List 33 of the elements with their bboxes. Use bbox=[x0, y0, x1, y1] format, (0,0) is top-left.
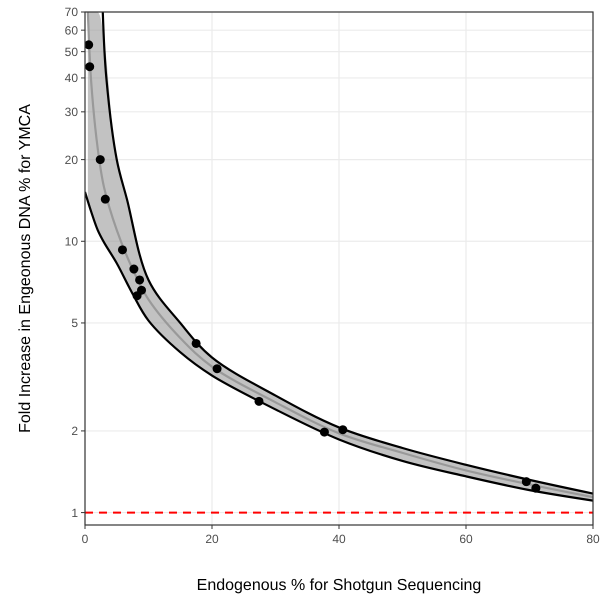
point bbox=[338, 425, 348, 434]
point bbox=[85, 40, 94, 50]
y-tick-label: 70 bbox=[64, 5, 78, 20]
y-tick-label: 60 bbox=[64, 23, 78, 38]
line-series bbox=[85, 190, 593, 502]
point bbox=[85, 62, 94, 72]
point bbox=[100, 194, 110, 204]
x-tick-label: 60 bbox=[459, 532, 473, 546]
y-axis-title: Fold Increase in Engeonous DNA % for YMCA bbox=[17, 104, 34, 433]
point bbox=[118, 245, 127, 254]
point bbox=[96, 155, 105, 164]
x-tick-label: 80 bbox=[586, 532, 600, 546]
y-tick-label: 20 bbox=[64, 152, 78, 167]
point bbox=[212, 364, 222, 374]
point bbox=[192, 338, 201, 348]
y-tick-label: 1 bbox=[71, 506, 78, 520]
x-tick-label: 20 bbox=[205, 532, 219, 546]
y-tick-label: 50 bbox=[64, 44, 78, 59]
y-tick-label: 40 bbox=[64, 71, 78, 86]
x-tick-label: 40 bbox=[332, 532, 346, 546]
y-tick-label: 2 bbox=[71, 424, 78, 438]
point bbox=[135, 275, 144, 284]
point bbox=[522, 477, 531, 486]
point bbox=[320, 428, 329, 437]
point bbox=[531, 484, 540, 493]
point bbox=[129, 264, 138, 274]
point bbox=[132, 291, 142, 300]
x-axis-title: Endogenous % for Shotgun Sequencing bbox=[196, 577, 482, 594]
y-tick-label: 30 bbox=[64, 105, 78, 120]
y-tick-label: 10 bbox=[64, 234, 78, 248]
x-tick-label: 0 bbox=[82, 532, 89, 546]
y-tick-label: 5 bbox=[71, 316, 78, 330]
point bbox=[254, 396, 264, 406]
